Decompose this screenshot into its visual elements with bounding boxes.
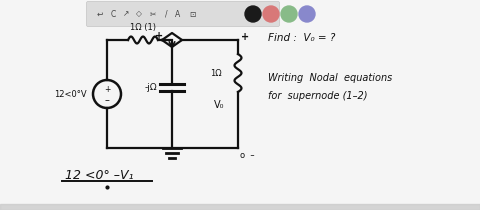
Text: Writing  Nodal  equations: Writing Nodal equations <box>268 73 392 83</box>
Text: ⊡: ⊡ <box>189 9 195 18</box>
Circle shape <box>299 6 315 22</box>
Text: 1Ω (1): 1Ω (1) <box>130 23 156 32</box>
Text: -jΩ: -jΩ <box>144 83 157 92</box>
Circle shape <box>245 6 261 22</box>
Text: –: – <box>105 95 109 105</box>
Text: ↗: ↗ <box>123 9 129 18</box>
Text: 12 <0° –V₁: 12 <0° –V₁ <box>65 168 133 181</box>
Text: 1Ω: 1Ω <box>210 68 222 77</box>
Text: +: + <box>241 32 249 42</box>
Text: A: A <box>175 9 180 18</box>
Text: /: / <box>165 9 168 18</box>
Bar <box>0 204 480 210</box>
Text: V₀: V₀ <box>214 100 224 110</box>
Text: o  –: o – <box>240 151 254 160</box>
Text: C: C <box>110 9 116 18</box>
Text: for  supernode (1–2): for supernode (1–2) <box>268 91 368 101</box>
Text: +: + <box>155 31 163 41</box>
Text: 12<0°V: 12<0°V <box>54 89 87 98</box>
Circle shape <box>281 6 297 22</box>
Text: ✂: ✂ <box>150 9 156 18</box>
Text: ↩: ↩ <box>97 9 103 18</box>
FancyBboxPatch shape <box>86 1 279 26</box>
Text: Find :  V₀ = ?: Find : V₀ = ? <box>268 33 336 43</box>
Circle shape <box>263 6 279 22</box>
Text: ◇: ◇ <box>136 9 142 18</box>
Text: +: + <box>104 84 110 93</box>
